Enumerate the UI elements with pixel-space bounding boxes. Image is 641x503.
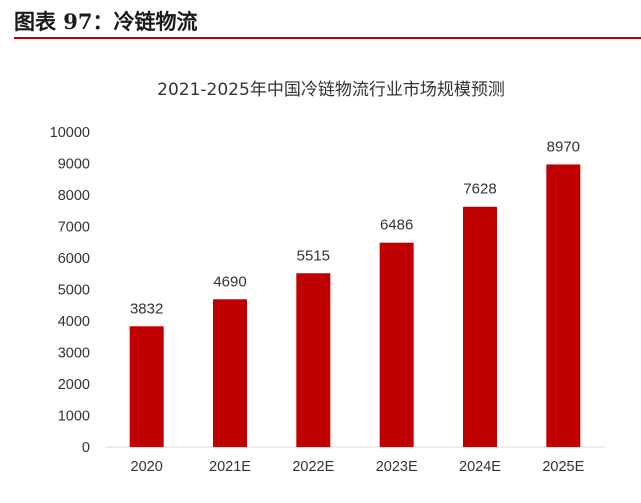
y-tick-label: 3000	[58, 346, 90, 362]
y-tick-label: 8000	[58, 188, 90, 204]
x-tick-label: 2024E	[459, 459, 501, 475]
bar	[379, 242, 414, 447]
chart-title: 2021-2025年中国冷链物流行业市场规模预测	[157, 80, 505, 100]
data-label: 4690	[213, 273, 246, 290]
y-tick-label: 10000	[50, 125, 90, 141]
data-label: 5515	[297, 247, 330, 264]
x-tick-label: 2023E	[376, 459, 418, 475]
bar	[296, 273, 331, 447]
x-axis: 2020 2021E 2022E 2023E 2024E 2025E	[131, 459, 585, 475]
bar	[213, 299, 247, 447]
data-label: 3832	[130, 300, 163, 317]
y-tick-label: 2000	[58, 377, 90, 393]
bar	[546, 164, 581, 447]
data-label: 6486	[380, 217, 413, 234]
y-tick-label: 1000	[58, 409, 90, 425]
x-tick-label: 2022E	[292, 459, 334, 475]
y-tick-label: 4000	[58, 314, 90, 330]
y-tick-label: 7000	[58, 220, 90, 236]
y-tick-label: 6000	[58, 251, 90, 267]
x-tick-label: 2020	[131, 459, 163, 475]
y-axis: 0 1000 2000 3000 4000 5000 6000 7000 8000 9000 100…	[50, 125, 90, 456]
y-tick-label: 0	[82, 440, 90, 456]
figure-label: 图表 97：冷链物流	[14, 9, 198, 34]
bars-group: 3832 4690 5515 6486 7628 8970	[129, 138, 581, 447]
bar	[463, 206, 497, 447]
data-label: 7628	[463, 181, 496, 198]
figure-header: 图表 97：冷链物流	[14, 4, 634, 38]
x-tick-label: 2025E	[542, 459, 584, 475]
header-divider	[14, 37, 641, 39]
y-tick-label: 5000	[58, 283, 90, 299]
x-tick-label: 2021E	[209, 459, 251, 475]
bar	[129, 326, 164, 447]
data-label: 8970	[547, 138, 580, 155]
y-tick-label: 9000	[58, 157, 90, 173]
